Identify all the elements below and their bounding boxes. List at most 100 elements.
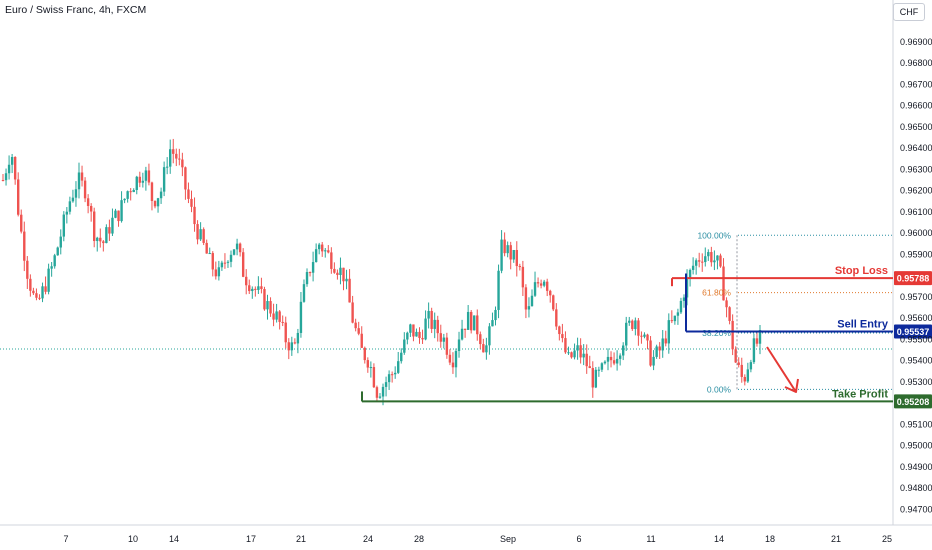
candle-body xyxy=(488,326,491,346)
price-tick-label: 0.95000 xyxy=(900,441,932,451)
candle-body xyxy=(190,198,193,207)
price-tick-label: 0.94900 xyxy=(900,462,932,472)
candle-body xyxy=(108,227,111,234)
candle-body xyxy=(80,172,84,181)
candle-body xyxy=(38,297,41,299)
candle-body xyxy=(333,268,336,273)
candle-body xyxy=(260,286,263,290)
stop-loss-price-tag xyxy=(894,271,932,286)
candle-body xyxy=(351,302,354,323)
time-tick-label: 21 xyxy=(296,534,306,544)
candle-body xyxy=(372,367,376,388)
candle-body xyxy=(217,267,221,277)
candle-body xyxy=(448,354,452,363)
candle-body xyxy=(354,322,357,329)
candle-body xyxy=(214,269,218,277)
candle-body xyxy=(35,293,38,298)
candle-body xyxy=(357,328,360,334)
candle-body xyxy=(661,338,664,351)
take-profit-label: Take Profit xyxy=(832,388,888,400)
candle-body xyxy=(299,301,303,333)
candle-body xyxy=(479,334,482,345)
candle-body xyxy=(314,249,318,263)
candle-body xyxy=(93,211,96,242)
candle-body xyxy=(162,167,166,192)
candle-body xyxy=(515,249,518,267)
candle-body xyxy=(89,205,93,212)
candle-body xyxy=(263,289,266,310)
price-tick-label: 0.96100 xyxy=(900,207,932,217)
candle-body xyxy=(296,332,300,344)
candle-body xyxy=(23,231,26,261)
candle-body xyxy=(609,356,613,361)
candle-body xyxy=(512,249,515,260)
candle-body xyxy=(26,260,29,279)
take-profit-price-tag-text: 0.95208 xyxy=(897,397,930,407)
candle-body xyxy=(509,245,512,260)
candle-body xyxy=(226,261,230,263)
time-tick-label: 24 xyxy=(363,534,373,544)
arrow-head xyxy=(784,378,799,393)
candle-body xyxy=(1,180,5,181)
candle-body xyxy=(308,272,312,274)
candle-body xyxy=(685,277,689,298)
candle-body xyxy=(281,321,284,323)
candle-body xyxy=(278,311,281,322)
candle-body xyxy=(10,156,14,165)
candle-body xyxy=(707,252,710,257)
candle-body xyxy=(68,201,72,212)
candles-group xyxy=(1,138,762,406)
candle-body xyxy=(412,324,415,337)
candle-body xyxy=(542,281,546,286)
candle-body xyxy=(123,198,126,201)
candle-body xyxy=(269,301,272,314)
candle-body xyxy=(694,260,698,266)
candle-body xyxy=(503,239,506,254)
trade-levels-group: Stop Loss 0.95788 Sell Entry 0.95537 Take Pr… xyxy=(361,265,932,409)
candle-body xyxy=(567,352,570,354)
price-tick-label: 0.95700 xyxy=(900,292,932,302)
candle-body xyxy=(184,167,187,190)
candle-body xyxy=(625,322,628,346)
candle-body xyxy=(561,334,564,339)
candle-body xyxy=(129,191,132,193)
candle-body xyxy=(384,382,388,387)
candle-body xyxy=(393,372,397,375)
candle-body xyxy=(673,315,677,322)
candle-body xyxy=(302,284,306,302)
candle-body xyxy=(339,267,342,276)
candle-body xyxy=(573,350,576,358)
candle-body xyxy=(549,290,552,296)
candle-body xyxy=(327,250,330,253)
price-axis[interactable]: 0.96900 0.96800 0.96700 0.96600 0.96500 0.964… xyxy=(900,37,932,515)
candle-body xyxy=(138,176,142,183)
candle-body xyxy=(275,311,278,320)
candle-body xyxy=(716,255,719,261)
stop-loss-price-tag-text: 0.95788 xyxy=(897,274,930,284)
candle-body xyxy=(427,310,430,319)
candle-body xyxy=(722,266,725,301)
candle-body xyxy=(348,278,351,303)
price-tick-label: 0.95400 xyxy=(900,356,932,366)
candle-body xyxy=(317,244,321,250)
candle-body xyxy=(71,197,75,202)
candle-body xyxy=(193,206,196,225)
candle-body xyxy=(649,340,652,366)
candle-body xyxy=(579,345,582,358)
candle-body xyxy=(397,361,400,373)
candle-body xyxy=(232,249,236,255)
candle-body xyxy=(248,285,251,292)
candle-body xyxy=(719,255,722,267)
candle-body xyxy=(266,301,269,310)
candle-body xyxy=(591,368,594,388)
candle-body xyxy=(32,290,35,294)
candle-body xyxy=(755,338,759,344)
candle-body xyxy=(29,278,32,291)
time-axis[interactable]: 7 10 14 17 21 24 28 Sep 6 11 14 18 21 25 xyxy=(63,534,892,544)
candle-body xyxy=(457,339,461,351)
candle-body xyxy=(618,355,622,359)
candle-body xyxy=(558,326,561,335)
candle-body xyxy=(235,243,239,250)
